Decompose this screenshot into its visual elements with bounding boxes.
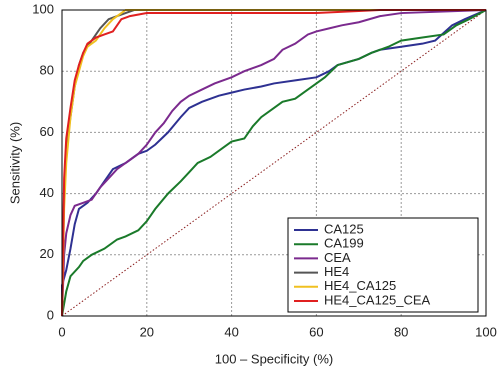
plot-frame [61, 9, 487, 317]
roc-curve [61, 9, 487, 317]
legend-label: HE4 [324, 264, 349, 279]
legend-label: HE4_CA125 [324, 278, 396, 293]
y-axis-label: Sensitivity (%) [7, 122, 22, 204]
legend-box [287, 217, 479, 313]
y-tick-label: 80 [40, 63, 54, 78]
x-tick-label: 0 [58, 324, 65, 339]
x-tick-label: 60 [309, 324, 323, 339]
y-tick-label: 40 [40, 185, 54, 200]
y-tick-label: 60 [40, 124, 54, 139]
legend-label: CA125 [324, 221, 364, 236]
legend-label: HE4_CA125_CEA [324, 292, 431, 307]
y-tick-label: 100 [32, 1, 54, 16]
legend-label: CEA [324, 250, 351, 265]
x-tick-label: 20 [140, 324, 154, 339]
legend-label: CA199 [324, 236, 364, 251]
roc-curve [61, 9, 487, 317]
x-tick-label: 40 [224, 324, 238, 339]
roc-curve [61, 9, 486, 317]
x-tick-label: 100 [475, 324, 497, 339]
y-tick-label: 0 [47, 307, 54, 322]
x-axis-label: 100 – Specificity (%) [215, 351, 334, 366]
y-tick-label: 20 [40, 246, 54, 261]
roc-curve [61, 9, 486, 317]
x-tick-label: 80 [394, 324, 408, 339]
